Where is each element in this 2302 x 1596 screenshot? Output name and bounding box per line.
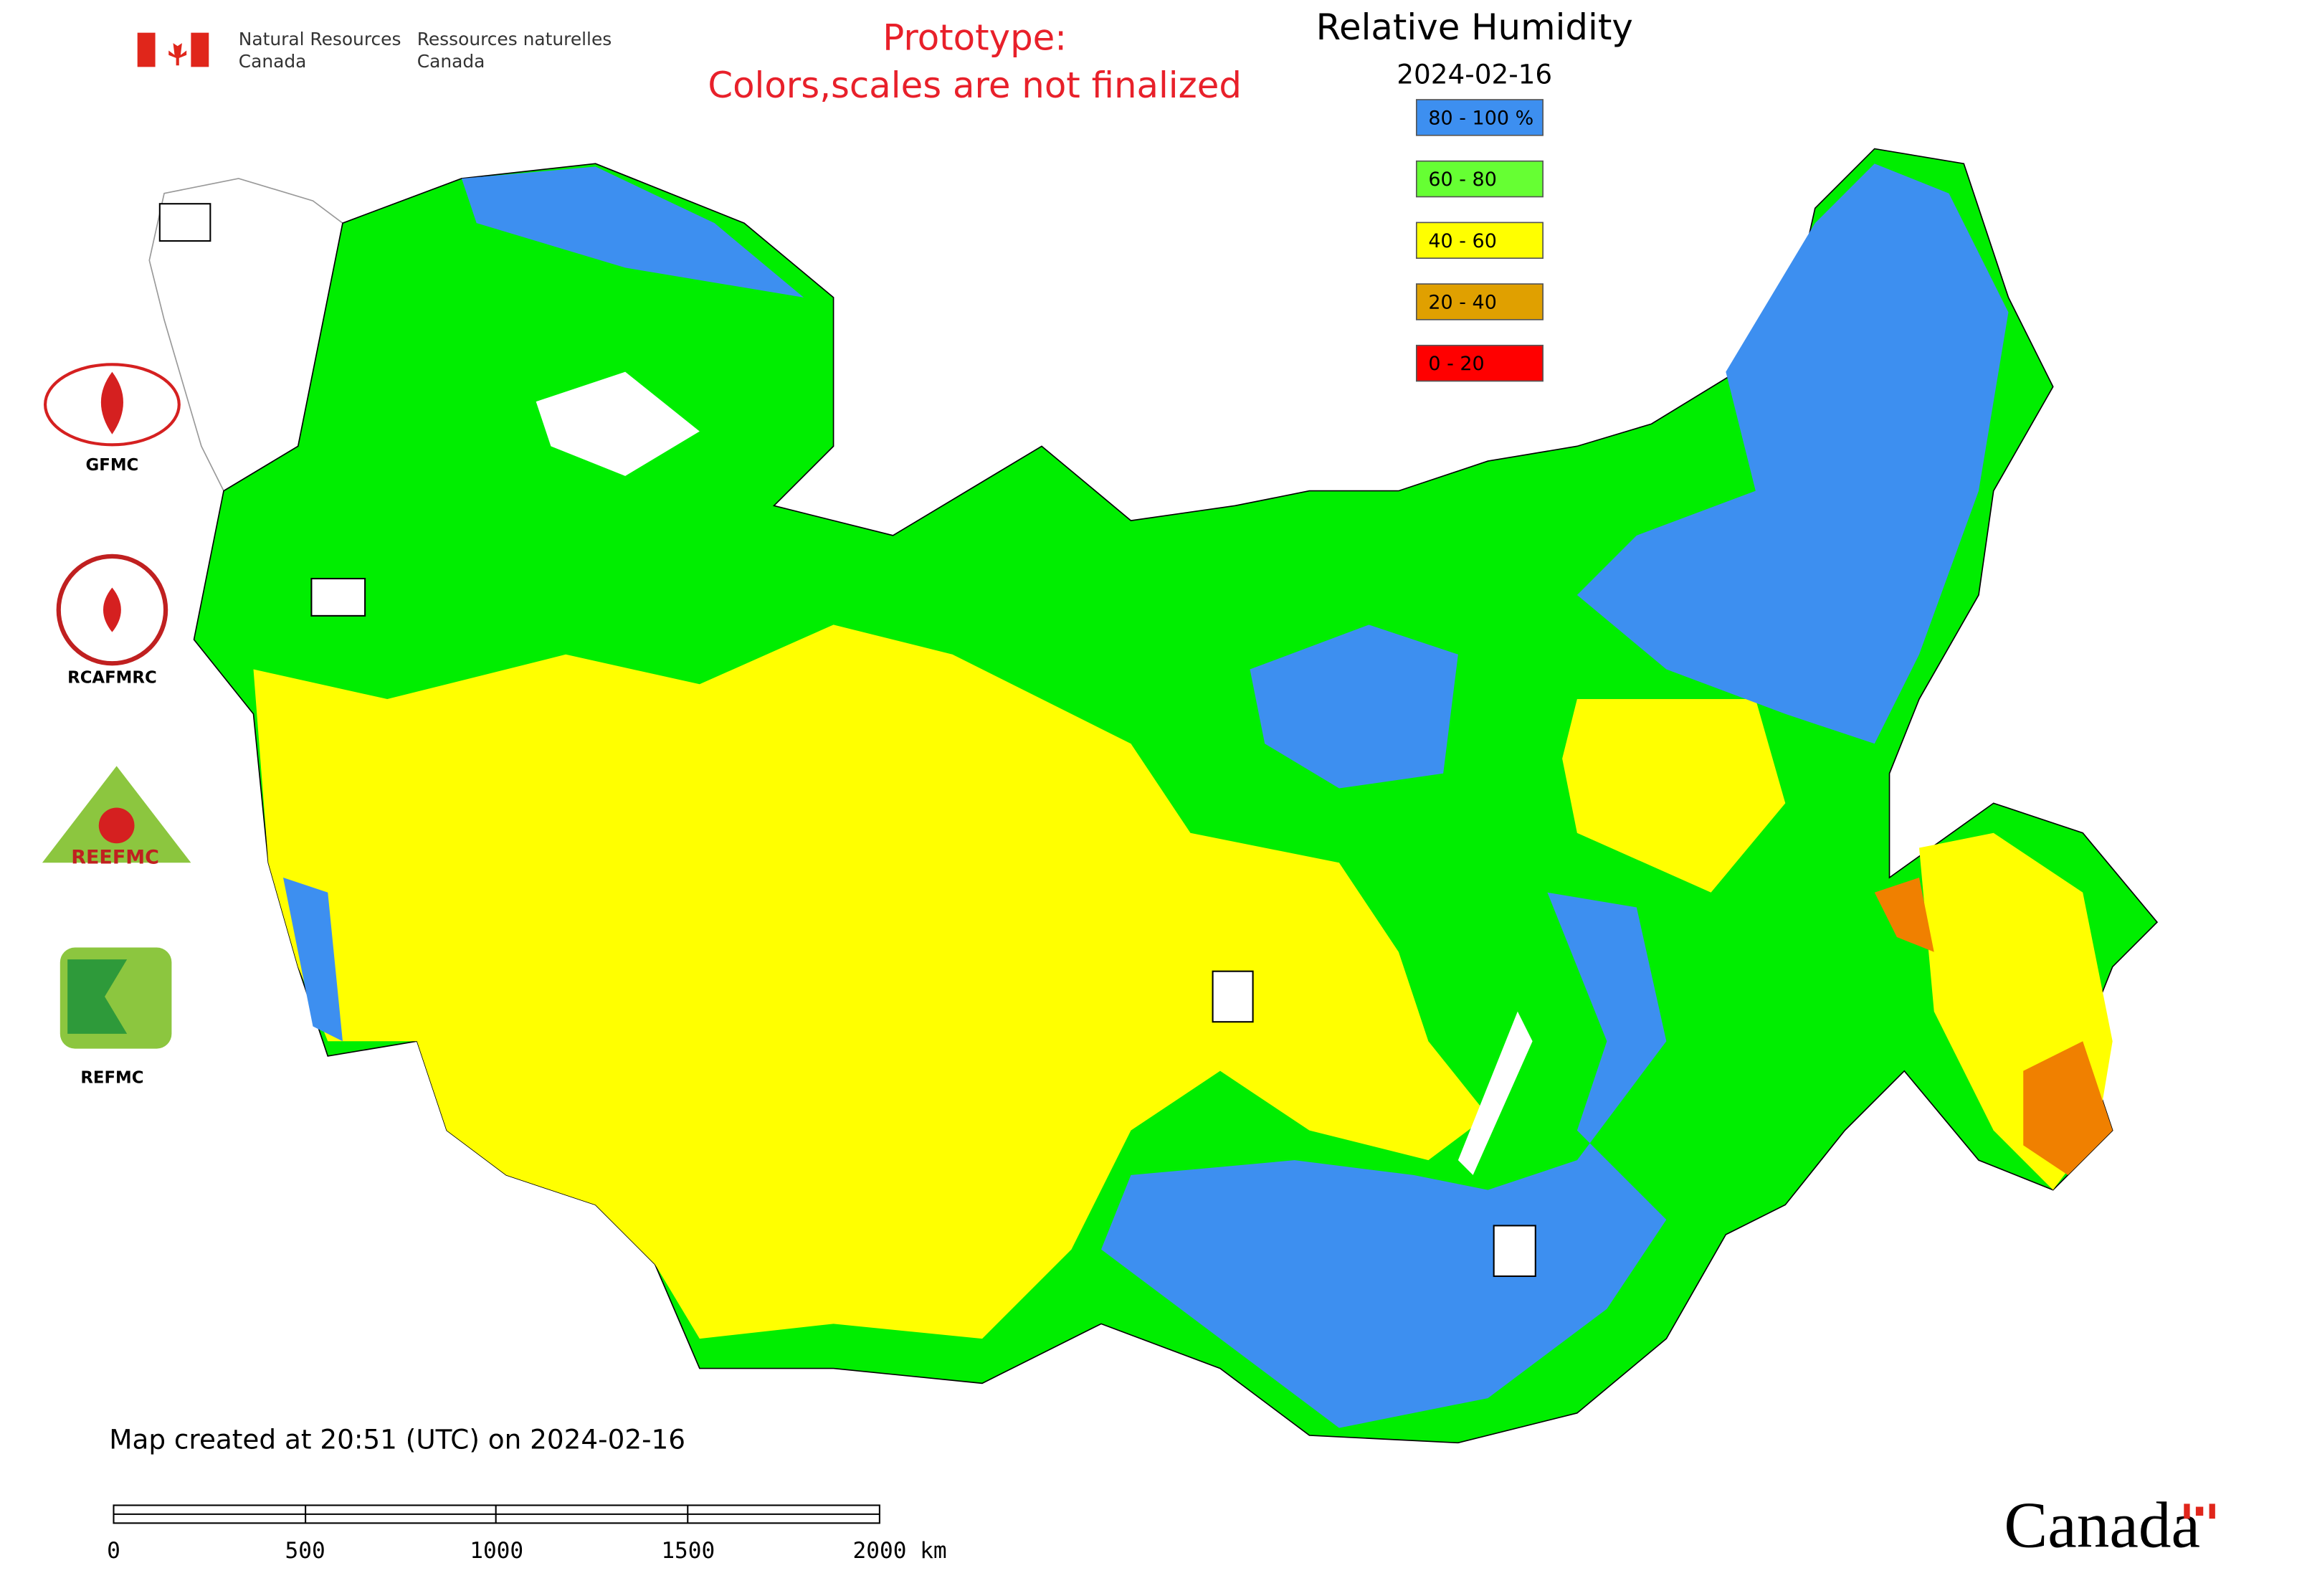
humidity-zone (282, 877, 343, 1042)
legend-label: 0 - 20 (1428, 353, 1484, 375)
humidity-zone (1250, 624, 1458, 789)
center-marker (158, 203, 211, 242)
humidity-zone (1576, 163, 2009, 744)
logo-rcafmrc (56, 554, 168, 666)
logo-refmc (60, 947, 172, 1049)
humidity-zone (253, 624, 1488, 1339)
wordmark-flag (2184, 1504, 2215, 1519)
center-marker (1493, 1225, 1536, 1278)
legend-swatch (1415, 99, 1544, 136)
humidity-zone (461, 166, 804, 298)
center-marker (1212, 970, 1254, 1023)
lake (1457, 1011, 1533, 1175)
humidity-zone (1562, 699, 1786, 893)
scale-label: 500 (285, 1538, 325, 1564)
notice: Colors,scales are not finalized (708, 65, 1242, 106)
scale-bar (113, 1504, 880, 1524)
scale-label: 1500 (661, 1538, 715, 1564)
agency-en: Canada (239, 51, 307, 72)
agency-fr: Ressources naturelles (417, 29, 612, 49)
legend-swatch (1415, 344, 1544, 382)
legend-label: 40 - 60 (1428, 230, 1496, 252)
scale-label: 0 (107, 1538, 120, 1564)
legend-swatch (1415, 160, 1544, 198)
humidity-zone (2023, 1041, 2113, 1175)
notice: Prototype: (883, 17, 1067, 59)
map-date: 2024-02-16 (1397, 58, 1552, 90)
center-marker (310, 577, 366, 617)
logo-label: REFMC (80, 1069, 143, 1088)
scale-label: 1000 (470, 1538, 523, 1564)
map (148, 148, 2159, 1444)
legend-label: 20 - 40 (1428, 292, 1496, 314)
humidity-zone (1874, 877, 1934, 952)
lake (536, 371, 700, 476)
logo-reefmc (42, 766, 191, 863)
map-title: Relative Humidity (1316, 6, 1633, 48)
legend-swatch (1415, 283, 1544, 320)
logo-label: REEFMC (71, 847, 159, 869)
scale-label: 2000 km (853, 1538, 947, 1564)
agency-fr: Canada (417, 51, 485, 72)
created-note: Map created at 20:51 (UTC) on 2024-02-16 (109, 1424, 685, 1455)
legend-label: 80 - 100 % (1428, 107, 1533, 129)
canada-wordmark: Canada (2004, 1489, 2200, 1562)
legend-swatch (1415, 222, 1544, 259)
logo-gfmc (43, 363, 181, 447)
humidity-zone (1101, 892, 1667, 1428)
logo-label: RCAFMRC (67, 668, 157, 687)
legend-label: 60 - 80 (1428, 168, 1496, 191)
logo-label: GFMC (86, 456, 139, 475)
canada-flag (137, 32, 209, 67)
agency-en: Natural Resources (239, 29, 401, 49)
